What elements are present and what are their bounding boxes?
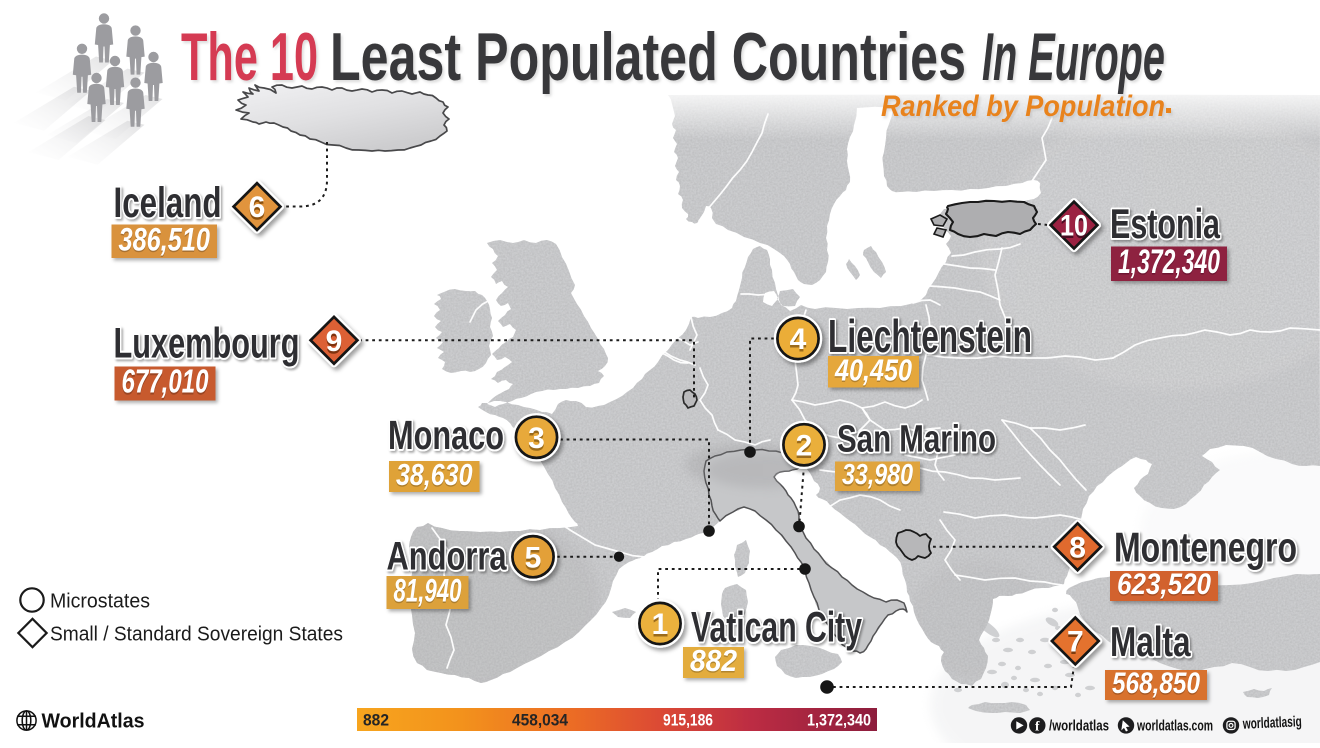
svg-text:40,450: 40,450 (834, 352, 912, 387)
svg-text:1,372,340: 1,372,340 (1118, 243, 1220, 281)
svg-text:38,630: 38,630 (396, 459, 473, 493)
svg-text:38,630: 38,630 (396, 458, 473, 492)
svg-text:882: 882 (690, 644, 737, 678)
svg-text:Liechtenstein: Liechtenstein (828, 310, 1032, 362)
svg-text:7: 7 (1067, 626, 1084, 659)
svg-text:623,520: 623,520 (1117, 568, 1212, 601)
svg-text:8: 8 (1069, 534, 1086, 567)
svg-text:882: 882 (690, 645, 737, 679)
svg-text:6: 6 (249, 191, 266, 224)
svg-text:Vatican City: Vatican City (691, 604, 862, 652)
svg-text:3: 3 (528, 422, 545, 455)
svg-text:f: f (1035, 719, 1040, 734)
svg-text:In Europe: In Europe (982, 19, 1165, 95)
svg-text:40,450: 40,450 (834, 354, 912, 389)
svg-text:Least Populated Countries: Least Populated Countries (330, 19, 966, 95)
svg-text:1: 1 (652, 611, 669, 644)
svg-text:386,510: 386,510 (119, 222, 211, 259)
svg-text:6: 6 (249, 194, 266, 227)
svg-text:568,850: 568,850 (1112, 667, 1201, 700)
svg-text:Microstates: Microstates (50, 590, 150, 613)
svg-text:The 10: The 10 (181, 19, 318, 95)
svg-text:/worldatlas: /worldatlas (1049, 717, 1109, 734)
svg-text:Small / Standard Sovereign Sta: Small / Standard Sovereign States (50, 623, 343, 646)
svg-text:WorldAtlas: WorldAtlas (42, 710, 145, 733)
svg-text:Monaco: Monaco (388, 412, 504, 458)
svg-text:623,520: 623,520 (1117, 570, 1212, 603)
svg-text:568,850: 568,850 (1112, 669, 1201, 702)
svg-text:worldatlasig: worldatlasig (1242, 713, 1302, 733)
svg-text:386,510: 386,510 (119, 220, 211, 257)
svg-text:458,034: 458,034 (512, 711, 568, 730)
svg-text:4: 4 (790, 323, 807, 356)
svg-text:5: 5 (525, 544, 542, 577)
svg-text:915,186: 915,186 (663, 711, 713, 730)
svg-text:9: 9 (326, 327, 343, 360)
svg-text:3: 3 (528, 425, 545, 458)
svg-text:4: 4 (790, 326, 807, 359)
svg-text:1: 1 (652, 608, 669, 641)
svg-text:1,372,340: 1,372,340 (1118, 245, 1220, 283)
svg-text:10: 10 (1060, 210, 1088, 243)
svg-text:worldatlas.com: worldatlas.com (1136, 717, 1213, 734)
svg-text:Iceland: Iceland (114, 179, 222, 227)
svg-text:882: 882 (363, 711, 389, 730)
svg-text:8: 8 (1069, 531, 1086, 564)
svg-text:Estonia: Estonia (1110, 200, 1220, 247)
svg-text:Malta: Malta (1110, 618, 1191, 665)
svg-text:Montenegro: Montenegro (1114, 524, 1297, 571)
svg-text:2: 2 (796, 429, 813, 462)
svg-text:81,940: 81,940 (394, 574, 462, 610)
svg-text:33,980: 33,980 (842, 461, 913, 493)
svg-text:7: 7 (1067, 628, 1084, 661)
svg-text:Andorra: Andorra (387, 535, 508, 579)
svg-text:2: 2 (796, 432, 813, 465)
svg-text:1,372,340: 1,372,340 (807, 711, 871, 730)
svg-text:677,010: 677,010 (122, 364, 209, 401)
svg-text:5: 5 (525, 541, 542, 574)
svg-text:10: 10 (1060, 212, 1088, 245)
svg-text:677,010: 677,010 (122, 365, 209, 402)
svg-text:33,980: 33,980 (842, 459, 913, 491)
svg-text:Luxembourg: Luxembourg (114, 320, 300, 368)
svg-text:Ranked by Population: Ranked by Population (881, 90, 1165, 123)
svg-text:81,940: 81,940 (394, 572, 462, 608)
svg-text:San Marino: San Marino (837, 419, 996, 461)
svg-text:9: 9 (326, 325, 343, 358)
